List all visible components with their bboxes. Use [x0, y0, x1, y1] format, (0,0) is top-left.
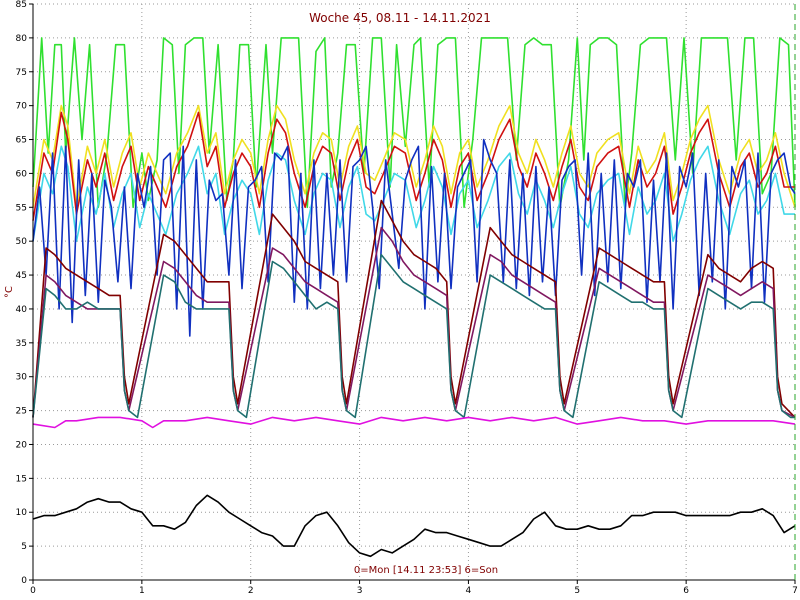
x-tick-label: 0 [30, 586, 36, 596]
series-line-6 [32, 199, 796, 418]
series-line-8 [32, 253, 795, 419]
y-tick-label: 25 [16, 407, 27, 417]
x-tick-label: 5 [574, 586, 580, 596]
y-tick-label: 30 [16, 373, 28, 383]
x-tick-label: 3 [357, 586, 363, 596]
series-line-1 [32, 37, 796, 209]
y-tick-labels: 0 5 10 15 20 25 30 35 40 45 50 55 60 65 70 75 80 85 [16, 0, 28, 586]
y-tick-label: 15 [16, 474, 27, 484]
x-tick-label: 4 [466, 586, 472, 596]
y-tick-label: 10 [16, 508, 28, 518]
y-tick-label: 60 [16, 169, 28, 179]
y-tick-label: 0 [21, 576, 27, 586]
series-line-5 [32, 138, 796, 337]
y-tick-label: 40 [16, 305, 28, 315]
x-tick-label: 1 [139, 586, 145, 596]
y-tick-label: 20 [16, 440, 28, 450]
y-tick-label: 75 [16, 68, 27, 78]
axes [29, 3, 796, 584]
y-axis-label: °C [4, 286, 15, 298]
y-tick-label: 70 [16, 102, 28, 112]
y-tick-label: 35 [16, 339, 27, 349]
series-line-4 [32, 145, 795, 242]
y-tick-label: 55 [16, 203, 27, 213]
y-tick-label: 50 [16, 237, 28, 247]
chart-footer: 0=Mon [14.11 23:53] 6=Son [354, 565, 498, 576]
series-layer [32, 37, 796, 558]
y-tick-label: 45 [16, 271, 27, 281]
x-tick-label: 2 [248, 586, 254, 596]
x-tick-label: 7 [792, 586, 798, 596]
y-tick-label: 80 [16, 34, 28, 44]
grid [33, 3, 795, 580]
series-line-9 [32, 416, 796, 429]
x-tick-labels: 0 1 2 3 4 5 6 7 [30, 586, 798, 596]
chart-title: Woche 45, 08.11 - 14.11.2021 [309, 11, 491, 25]
series-line-10 [32, 494, 796, 558]
x-tick-label: 6 [683, 586, 689, 596]
y-tick-label: 5 [21, 542, 27, 552]
y-tick-label: 65 [16, 136, 27, 146]
y-tick-label: 85 [16, 0, 27, 10]
